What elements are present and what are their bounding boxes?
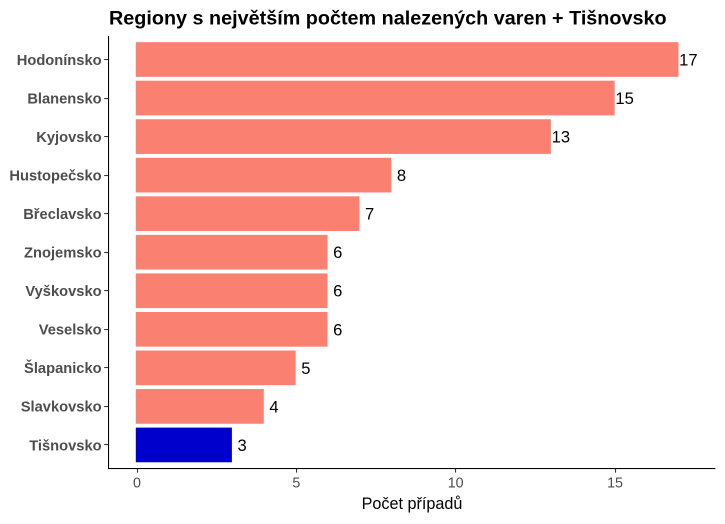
- svg-text:Břeclavsko: Břeclavsko: [23, 207, 101, 223]
- svg-text:Tišnovsko: Tišnovsko: [29, 438, 101, 454]
- svg-text:Blanensko: Blanensko: [27, 91, 101, 107]
- svg-text:Regiony s největším počtem nal: Regiony s největším počtem nalezených va…: [109, 8, 667, 30]
- svg-text:5: 5: [301, 359, 310, 378]
- svg-text:6: 6: [333, 243, 342, 262]
- svg-text:4: 4: [269, 397, 278, 416]
- svg-text:Veselsko: Veselsko: [39, 323, 102, 339]
- svg-text:Hodonínsko: Hodonínsko: [17, 53, 102, 69]
- svg-text:Počet případů: Počet případů: [362, 495, 463, 513]
- svg-text:13: 13: [552, 128, 570, 147]
- svg-text:15: 15: [615, 89, 633, 108]
- svg-text:17: 17: [679, 50, 697, 69]
- svg-text:7: 7: [365, 205, 374, 224]
- svg-text:10: 10: [448, 475, 464, 491]
- svg-text:Kyjovsko: Kyjovsko: [36, 130, 101, 146]
- svg-text:6: 6: [333, 282, 342, 301]
- svg-text:Vyškovsko: Vyškovsko: [25, 284, 101, 300]
- svg-text:0: 0: [133, 475, 141, 491]
- svg-text:8: 8: [397, 166, 406, 185]
- svg-text:15: 15: [607, 475, 623, 491]
- svg-text:5: 5: [292, 475, 300, 491]
- svg-text:6: 6: [333, 320, 342, 339]
- svg-text:Hustopečsko: Hustopečsko: [9, 168, 101, 184]
- svg-text:Šlapanicko: Šlapanicko: [24, 359, 102, 377]
- svg-text:3: 3: [238, 436, 247, 455]
- svg-text:Znojemsko: Znojemsko: [24, 246, 102, 262]
- svg-text:Slavkovsko: Slavkovsko: [21, 400, 102, 416]
